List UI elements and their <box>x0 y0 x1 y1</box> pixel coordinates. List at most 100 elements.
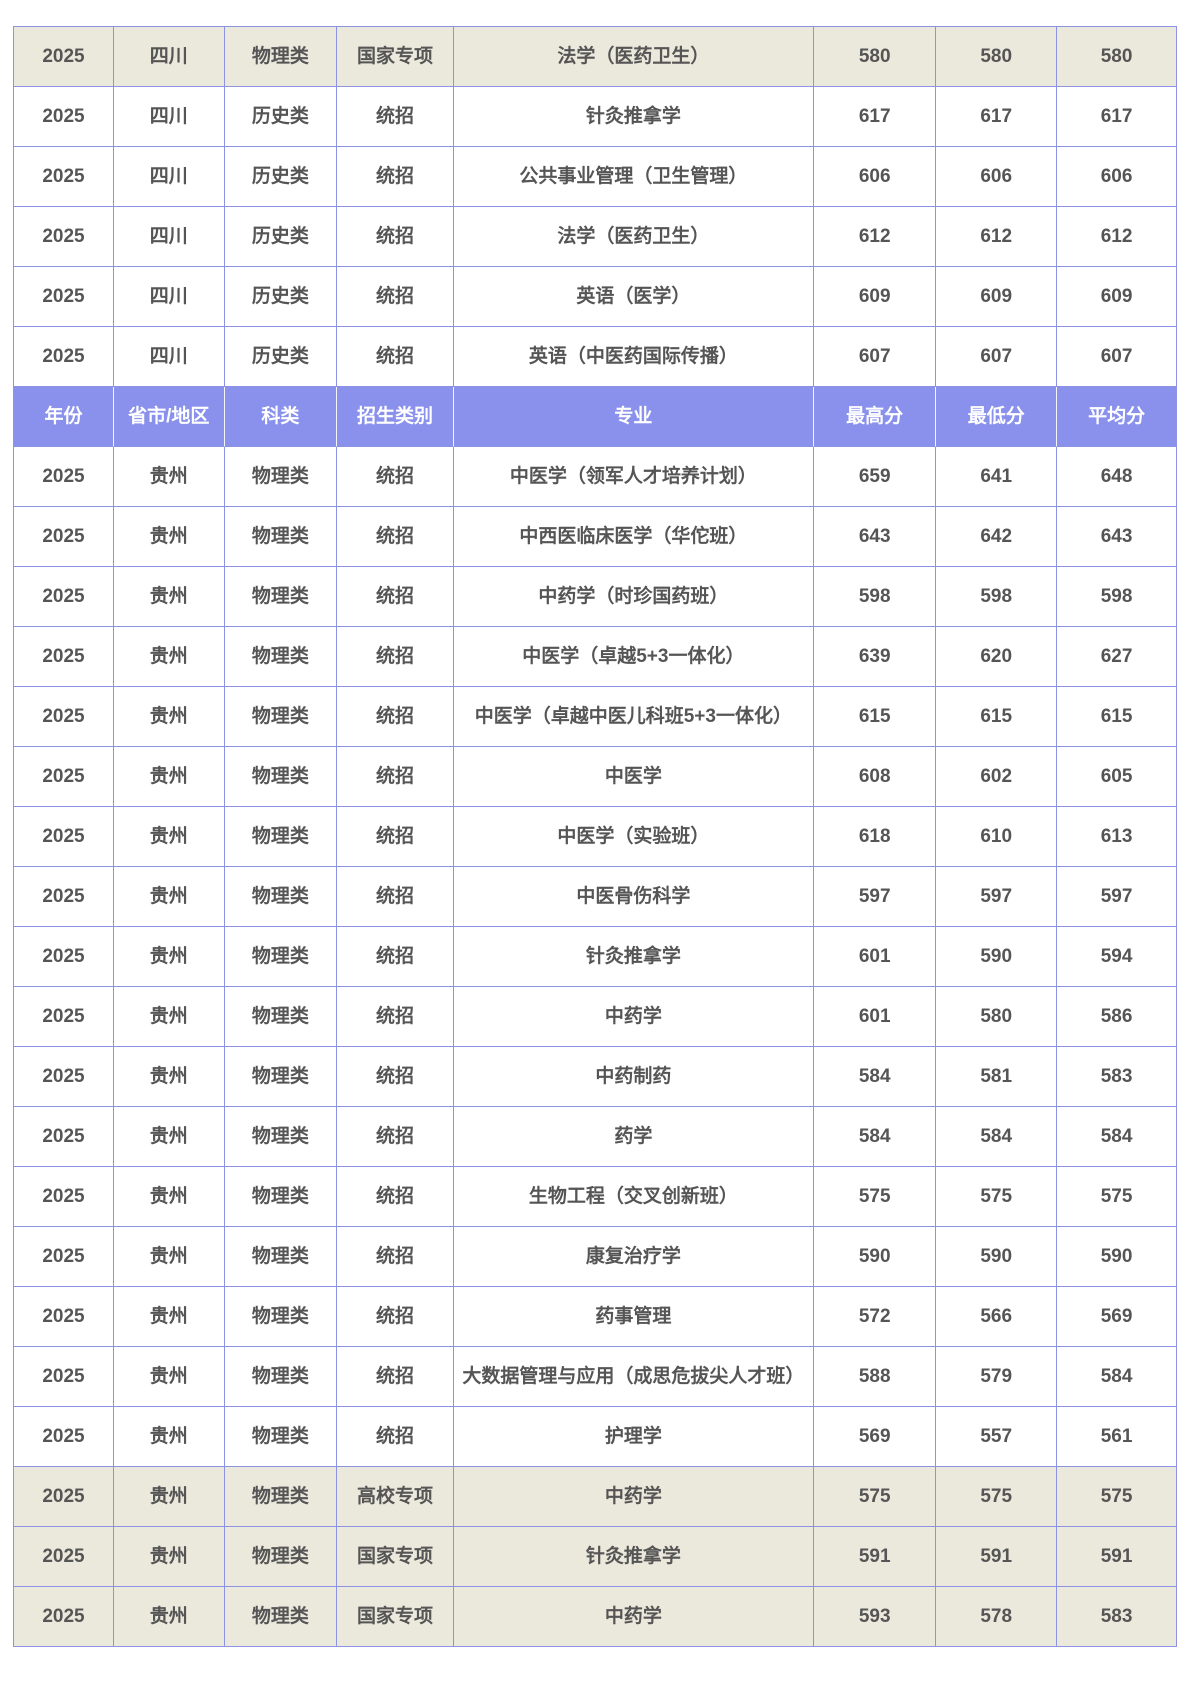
cell-admission-type: 统招 <box>337 447 454 507</box>
cell-subject-type: 物理类 <box>224 1167 338 1227</box>
cell-avg-score: 586 <box>1057 987 1177 1047</box>
cell-province: 四川 <box>114 27 225 87</box>
cell-subject-type: 物理类 <box>224 1347 338 1407</box>
cell-major: 法学（医药卫生） <box>453 27 815 87</box>
cell-major: 中医骨伤科学 <box>453 867 815 927</box>
cell-major: 生物工程（交叉创新班） <box>453 1167 815 1227</box>
cell-admission-type: 统招 <box>337 327 454 387</box>
cell-max-score: 643 <box>814 507 937 567</box>
cell-major: 药事管理 <box>453 1287 815 1347</box>
cell-year: 2025 <box>14 87 115 147</box>
cell-year: 2025 <box>14 1467 115 1527</box>
cell-year: 2025 <box>14 1167 115 1227</box>
cell-year: 2025 <box>14 627 115 687</box>
cell-max-score: 618 <box>814 807 937 867</box>
cell-admission-type: 统招 <box>337 87 454 147</box>
cell-year: 2025 <box>14 1047 115 1107</box>
cell-avg-score: 609 <box>1057 267 1177 327</box>
cell-subject-type: 历史类 <box>224 207 338 267</box>
cell-min-score: 579 <box>936 1347 1058 1407</box>
cell-province: 贵州 <box>114 627 225 687</box>
cell-province: 贵州 <box>114 927 225 987</box>
cell-avg-score: 598 <box>1057 567 1177 627</box>
cell-major: 护理学 <box>453 1407 815 1467</box>
cell-min-score: 557 <box>936 1407 1058 1467</box>
cell-major: 英语（医学） <box>453 267 815 327</box>
cell-year: 2025 <box>14 687 115 747</box>
cell-subject-type: 物理类 <box>224 807 338 867</box>
cell-admission-type: 国家专项 <box>337 27 454 87</box>
cell-avg-score: 561 <box>1057 1407 1177 1467</box>
cell-province: 四川 <box>114 327 225 387</box>
cell-subject-type: 物理类 <box>224 687 338 747</box>
column-header-major: 专业 <box>453 387 815 447</box>
cell-max-score: 598 <box>814 567 937 627</box>
cell-year: 2025 <box>14 987 115 1047</box>
cell-year: 2025 <box>14 267 115 327</box>
cell-min-score: 590 <box>936 927 1058 987</box>
cell-max-score: 575 <box>814 1167 937 1227</box>
cell-avg-score: 569 <box>1057 1287 1177 1347</box>
cell-max-score: 591 <box>814 1527 937 1587</box>
cell-province: 贵州 <box>114 1587 225 1647</box>
table-row: 2025 贵州 物理类 统招 中医学（领军人才培养计划） 659 641 648 <box>14 447 1177 507</box>
cell-province: 贵州 <box>114 807 225 867</box>
cell-province: 四川 <box>114 207 225 267</box>
cell-province: 贵州 <box>114 1467 225 1527</box>
cell-avg-score: 643 <box>1057 507 1177 567</box>
cell-subject-type: 物理类 <box>224 1527 338 1587</box>
cell-subject-type: 历史类 <box>224 87 338 147</box>
cell-admission-type: 国家专项 <box>337 1587 454 1647</box>
cell-subject-type: 物理类 <box>224 627 338 687</box>
cell-major: 中药制药 <box>453 1047 815 1107</box>
cell-admission-type: 统招 <box>337 627 454 687</box>
cell-year: 2025 <box>14 507 115 567</box>
cell-admission-type: 统招 <box>337 1407 454 1467</box>
cell-max-score: 593 <box>814 1587 937 1647</box>
cell-admission-type: 国家专项 <box>337 1527 454 1587</box>
table-row: 2025 贵州 物理类 统招 中医学 608 602 605 <box>14 747 1177 807</box>
cell-province: 贵州 <box>114 687 225 747</box>
cell-major: 中药学 <box>453 1587 815 1647</box>
cell-major: 法学（医药卫生） <box>453 207 815 267</box>
cell-min-score: 581 <box>936 1047 1058 1107</box>
cell-avg-score: 591 <box>1057 1527 1177 1587</box>
cell-province: 贵州 <box>114 1167 225 1227</box>
cell-max-score: 606 <box>814 147 937 207</box>
cell-avg-score: 613 <box>1057 807 1177 867</box>
column-header-province: 省市/地区 <box>114 387 225 447</box>
cell-province: 贵州 <box>114 1047 225 1107</box>
column-header-max-score: 最高分 <box>814 387 937 447</box>
cell-admission-type: 统招 <box>337 567 454 627</box>
cell-province: 贵州 <box>114 1107 225 1167</box>
cell-year: 2025 <box>14 1107 115 1167</box>
cell-subject-type: 历史类 <box>224 267 338 327</box>
table-row: 2025 贵州 物理类 统招 针灸推拿学 601 590 594 <box>14 927 1177 987</box>
table-header-row: 年份 省市/地区 科类 招生类别 专业 最高分 最低分 平均分 <box>14 387 1177 447</box>
cell-min-score: 615 <box>936 687 1058 747</box>
cell-max-score: 609 <box>814 267 937 327</box>
cell-major: 中药学（时珍国药班） <box>453 567 815 627</box>
cell-subject-type: 物理类 <box>224 27 338 87</box>
cell-year: 2025 <box>14 207 115 267</box>
cell-province: 贵州 <box>114 567 225 627</box>
cell-subject-type: 物理类 <box>224 447 338 507</box>
cell-avg-score: 617 <box>1057 87 1177 147</box>
cell-major: 中西医临床医学（华佗班） <box>453 507 815 567</box>
column-header-year: 年份 <box>14 387 115 447</box>
cell-major: 中医学 <box>453 747 815 807</box>
cell-subject-type: 历史类 <box>224 327 338 387</box>
cell-year: 2025 <box>14 867 115 927</box>
table-row: 2025 贵州 物理类 高校专项 中药学 575 575 575 <box>14 1467 1177 1527</box>
cell-min-score: 641 <box>936 447 1058 507</box>
cell-subject-type: 物理类 <box>224 567 338 627</box>
cell-year: 2025 <box>14 567 115 627</box>
cell-subject-type: 物理类 <box>224 1047 338 1107</box>
column-header-avg-score: 平均分 <box>1057 387 1177 447</box>
cell-avg-score: 590 <box>1057 1227 1177 1287</box>
cell-year: 2025 <box>14 147 115 207</box>
table-row: 2025 贵州 物理类 统招 中药学 601 580 586 <box>14 987 1177 1047</box>
cell-major: 中医学（卓越中医儿科班5+3一体化） <box>453 687 815 747</box>
table-row: 2025 四川 历史类 统招 英语（医学） 609 609 609 <box>14 267 1177 327</box>
